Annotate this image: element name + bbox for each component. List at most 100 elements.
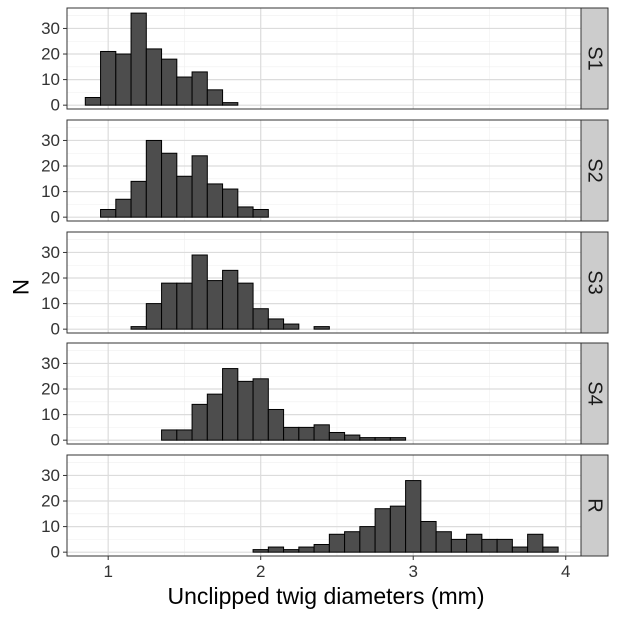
x-axis: 1 2 3 4 [103,556,570,581]
histogram-bar [313,543,330,553]
facet-strip-label: S4 [584,381,606,405]
histogram-bar [511,546,529,553]
facet-strip [580,7,609,110]
facet-strip-label: R [584,498,606,512]
histogram-bar [237,380,254,441]
histogram-bar [161,429,178,441]
histogram-bar [374,437,391,441]
histogram-bar [237,206,254,218]
histogram-bar [191,71,208,106]
facet-strip [580,231,609,334]
histogram-bar [161,58,178,106]
histogram-bar [222,102,239,106]
histogram-bar [206,183,224,218]
histogram-bar [267,318,285,330]
histogram-bar [344,531,361,553]
histogram-bar [328,431,346,441]
histogram-bar [176,76,193,106]
facet-strip-label: S1 [584,46,606,70]
x-tick-label: 4 [561,562,570,581]
y-tick-label: 10 [41,182,60,201]
x-tick-label: 2 [256,562,265,581]
y-tick-label: 10 [41,70,60,89]
y-tick-label: 30 [41,131,60,150]
facet-panel-s1: 0 10 20 30 S1 [41,7,609,115]
histogram-bar [176,175,193,218]
facet-strip [580,119,609,222]
histogram-bar [405,480,422,553]
histogram-bar [145,48,163,106]
histogram-bar [283,549,300,553]
y-tick-label: 20 [41,45,60,64]
x-tick-label: 1 [103,562,112,581]
histogram-bar [191,403,208,441]
y-tick-label: 0 [51,208,60,227]
y-tick-label: 10 [41,517,60,536]
histogram-bar [161,152,178,218]
histogram-bar [115,198,132,218]
histogram-bar [267,408,285,441]
histogram-bar [145,303,163,330]
histogram-bar [222,269,239,330]
histogram-bar [176,429,193,441]
histogram-bar [359,526,376,553]
facet-strip-label: S3 [584,270,606,294]
y-tick-label: 0 [51,431,60,450]
histogram-bar [130,326,147,330]
panels-layer: 0 10 20 30 S1 0 10 20 30 S2 0 10 20 30 S3 0 10 20 30 S4 0 10 2… [41,7,609,562]
y-tick-label: 10 [41,294,60,313]
facet-strip [580,342,609,445]
x-tick-label: 3 [408,562,417,581]
histogram-bar [344,434,361,441]
histogram-bar [206,89,224,106]
facet-panel-s3: 0 10 20 30 S3 [41,231,609,339]
histogram-bar [222,368,239,441]
y-tick-label: 0 [51,96,60,115]
histogram-bar [237,282,254,330]
histogram-bar [130,180,147,218]
y-tick-label: 10 [41,405,60,424]
facet-panel-r: 0 10 20 30 R [41,454,609,562]
histogram-bar [252,208,269,218]
histogram-bar [130,12,147,106]
facet-strip-label: S2 [584,158,606,182]
facet-strip [580,454,609,557]
y-tick-label: 0 [51,543,60,562]
histogram-bar [252,378,269,441]
histogram-bar [206,280,224,330]
panel-background [67,232,581,333]
y-tick-label: 30 [41,354,60,373]
histogram-bar [359,437,376,441]
histogram-bar [191,155,208,218]
histogram-bar [161,282,178,330]
histogram-bar [450,538,468,553]
facet-panel-s4: 0 10 20 30 S4 [41,342,609,450]
y-tick-label: 30 [41,466,60,485]
histogram-bar [283,426,300,441]
histogram-bar [420,520,437,553]
histogram-bar [100,208,117,218]
histogram-bar [298,546,315,553]
histogram-bar [84,96,102,106]
histogram-bar [374,508,391,553]
y-tick-label: 0 [51,320,60,339]
histogram-bar [115,53,132,106]
histogram-bar [435,531,452,553]
y-tick-label: 20 [41,492,60,511]
histogram-bar [313,424,330,441]
histogram-bar [283,323,300,330]
facet-panel-s2: 0 10 20 30 S2 [41,119,609,227]
y-tick-label: 20 [41,380,60,399]
y-tick-label: 20 [41,157,60,176]
histogram-bar [252,549,269,553]
histogram-bar [496,538,513,553]
histogram-bar [313,326,330,330]
histogram-bar [267,546,285,553]
histogram-bar [206,393,224,441]
histogram-bar [298,426,315,441]
histogram-bar [527,533,544,553]
histogram-bar [466,533,483,553]
histogram-bar [328,533,346,553]
histogram-bar [100,50,117,106]
